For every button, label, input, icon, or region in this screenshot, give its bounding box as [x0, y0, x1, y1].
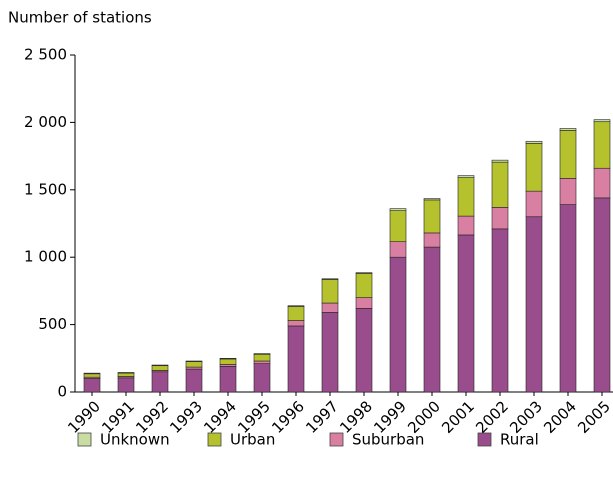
bar-segment [321, 302, 339, 313]
x-tick-label: 2005 [574, 397, 613, 437]
bar-segment [491, 207, 509, 230]
bar-segment [151, 364, 169, 367]
bar-segment [321, 278, 339, 280]
bar-segment [491, 228, 509, 393]
bar-segment [253, 353, 271, 355]
bar-segment [287, 320, 305, 327]
x-tick-label: 1993 [166, 397, 206, 437]
bar-segment [117, 372, 135, 374]
bar-segment [559, 128, 577, 131]
bar-segment [423, 246, 441, 393]
bar-segment [185, 360, 203, 362]
bar-segment [389, 208, 407, 211]
bar-segment [219, 366, 237, 393]
legend-swatch [477, 432, 492, 447]
y-tick-label: 500 [38, 315, 67, 333]
bar-segment [83, 373, 101, 378]
bar-segment [389, 256, 407, 393]
y-tick-label: 0 [57, 383, 67, 401]
bar-segment [321, 312, 339, 393]
bar-segment [287, 306, 305, 321]
bar-segment [559, 130, 577, 179]
bar-segment [355, 308, 373, 393]
legend-swatch [207, 432, 222, 447]
bar-segment [593, 119, 611, 123]
bar-segment [287, 325, 305, 393]
bar-segment [287, 305, 305, 307]
bar-segment [355, 272, 373, 274]
legend-label: Rural [500, 431, 539, 449]
bar-segment [151, 365, 169, 371]
legend-swatch [77, 432, 92, 447]
legend-label: Unknown [100, 431, 170, 449]
bar-segment [219, 364, 237, 367]
bar-segment [423, 232, 441, 248]
bar-segment [457, 175, 475, 178]
bar-segment [559, 204, 577, 393]
bar-segment [559, 178, 577, 205]
bar-segment [151, 371, 169, 393]
bar-segment [355, 273, 373, 298]
bar-segment [593, 121, 611, 169]
bar-segment [389, 241, 407, 258]
legend-label: Urban [230, 431, 275, 449]
bar-segment [457, 234, 475, 393]
bar-segment [83, 372, 101, 375]
bar-segment [185, 361, 203, 368]
bar-segment [525, 190, 543, 218]
legend-label: Suburban [352, 431, 424, 449]
bar-segment [457, 215, 475, 236]
x-tick-label: 1997 [302, 397, 342, 437]
bar-segment [219, 358, 237, 365]
x-tick-label: 2004 [540, 397, 580, 437]
bar-segment [525, 142, 543, 192]
bar-segment [117, 377, 135, 393]
y-tick-label: 1 500 [24, 180, 67, 198]
bar-segment [525, 216, 543, 393]
bar-segment [593, 167, 611, 199]
bar-segment [491, 161, 509, 208]
bar-segment [219, 357, 237, 360]
bar-segment [253, 360, 271, 364]
bar-segment [117, 372, 135, 377]
bar-segment [491, 159, 509, 163]
bar-segment [185, 366, 203, 370]
bar-segment [253, 353, 271, 362]
x-tick-label: 1990 [64, 397, 104, 437]
bar-segment [321, 279, 339, 304]
legend-swatch [329, 432, 344, 447]
y-tick-label: 2 000 [24, 113, 67, 131]
bar-segment [83, 378, 101, 393]
bar-segment [423, 199, 441, 234]
bar-segment [185, 368, 203, 393]
bar-segment [593, 197, 611, 393]
x-tick-label: 2001 [438, 397, 478, 437]
y-tick-label: 1 000 [24, 248, 67, 266]
bar-segment [457, 177, 475, 217]
y-tick-label: 2 500 [24, 46, 67, 64]
bar-segment [355, 297, 373, 309]
bar-segment [253, 363, 271, 393]
bar-segment [525, 140, 543, 144]
bar-segment [423, 198, 441, 201]
y-axis-title: Number of stations [8, 9, 152, 27]
bar-segment [389, 210, 407, 242]
